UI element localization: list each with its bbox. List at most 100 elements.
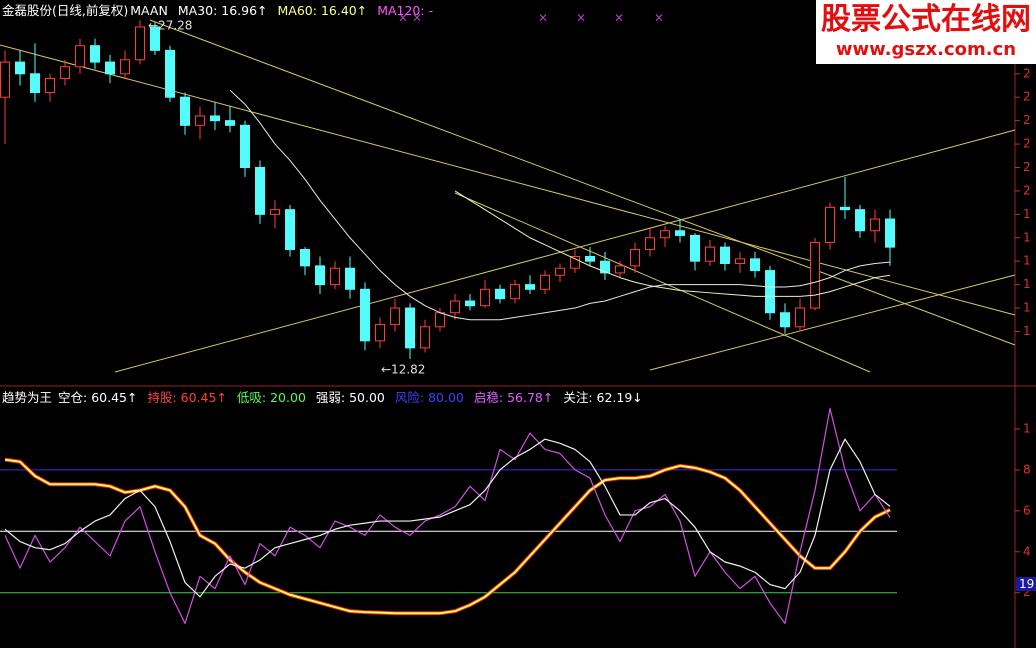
signal-mark: × [538, 11, 548, 25]
candle-body [780, 312, 790, 328]
legend-name: 强弱 [316, 390, 349, 405]
legend-name: 持股 [147, 390, 180, 405]
candle-body [600, 260, 610, 274]
legend-name: MA120 [377, 3, 428, 18]
y-tick-label: 2 [1023, 183, 1031, 197]
series-line [454, 190, 891, 297]
candle-body [240, 124, 250, 168]
candle-body [510, 284, 520, 300]
candle-body [810, 241, 820, 309]
candle-body [195, 115, 205, 126]
candle-body [435, 312, 445, 328]
candle-body [885, 218, 895, 248]
y-tick-label: 8 [1023, 462, 1031, 476]
candle-body [555, 267, 565, 276]
candle-body [525, 284, 535, 290]
y-tick-label: 6 [1023, 503, 1031, 517]
legend-value: 80.00 [428, 390, 464, 405]
trend-lines [0, 19, 1016, 373]
candle-body [630, 248, 640, 267]
annotation: ←27.28 [148, 19, 192, 33]
signal-mark: × [576, 11, 586, 25]
candle-body [390, 307, 400, 325]
candle-body [480, 288, 490, 307]
signal-mark: × [398, 11, 408, 25]
candle-body [465, 300, 475, 307]
candle-body [135, 26, 145, 61]
candle-body [255, 166, 265, 215]
legend-name: 风险 [395, 390, 428, 405]
candle-body [825, 206, 835, 243]
candle-body [645, 237, 655, 250]
candle-body [705, 246, 715, 262]
candle-body [150, 26, 160, 51]
legend-name: MA30 [178, 3, 221, 18]
price-header: 金磊股份(日线,前复权)MAAN MA3016.96↑ MA6016.40↑ M… [2, 0, 439, 19]
candle-body [330, 267, 340, 286]
y-tick-label: 2 [1023, 90, 1031, 104]
candle-body [120, 59, 130, 75]
candle-body [495, 288, 505, 300]
candle-body [165, 49, 175, 98]
trend-line [0, 44, 1016, 316]
candle-body [90, 45, 100, 63]
legend-value: 60.45↑ [180, 390, 227, 405]
y-tick-label: 2 [1023, 113, 1031, 127]
candle-body [795, 307, 805, 328]
y-tick-label: 1 [1023, 277, 1031, 291]
y-tick-label: 1 [1023, 207, 1031, 221]
candle-body [840, 206, 850, 211]
legend-name: 关注 [563, 390, 596, 405]
candle-body [60, 66, 70, 79]
legend-value: 20.00 [270, 390, 306, 405]
candle-body [45, 77, 55, 94]
trend-line [114, 129, 1016, 373]
candle-body [675, 230, 685, 236]
trend-line [454, 192, 871, 373]
annotation: ←12.82 [381, 363, 425, 377]
legend-name: 启稳 [474, 390, 507, 405]
candle-body [360, 288, 370, 342]
candle-body [345, 267, 355, 290]
candle-body [15, 61, 25, 75]
candle-body [735, 258, 745, 265]
indicator: MAAN [130, 3, 168, 18]
signal-marks: × × × × × × [398, 11, 664, 25]
legend-value: - [428, 3, 434, 18]
series-line [229, 89, 891, 321]
candle-body [870, 218, 880, 232]
series-line [4, 458, 891, 615]
trend-line [649, 274, 1016, 371]
series-line [4, 407, 891, 625]
signal-mark: × [654, 11, 664, 25]
candle-body [300, 248, 310, 267]
y-tick-label: 2 [1023, 160, 1031, 174]
candle-body [75, 45, 85, 68]
candle-body [585, 256, 595, 262]
y-tick-label: 2 [1023, 585, 1031, 599]
series-line [4, 457, 891, 616]
candle-body [450, 300, 460, 314]
indicator-title: 趋势为王 [2, 390, 53, 405]
y-tick-label: 1 [1023, 421, 1031, 435]
candle-body [210, 115, 220, 122]
watermark-url: www.gszx.com.cn [835, 39, 1017, 60]
candle-body [30, 73, 40, 94]
legend-value: 50.00 [349, 390, 385, 405]
candle-body [615, 265, 625, 274]
stock-title: 金磊股份(日线,前复权) [2, 3, 129, 18]
candle-body [225, 120, 235, 126]
legend-value: 16.40↑ [320, 3, 368, 18]
legend-name: 空仓 [58, 390, 91, 405]
candle-body [375, 323, 385, 342]
signal-mark: × [412, 11, 422, 25]
candle-body [765, 270, 775, 314]
candle-body [690, 234, 700, 262]
candle-body [750, 258, 760, 272]
candle-body [405, 307, 415, 349]
candle-body [660, 230, 670, 239]
candle-body [420, 326, 430, 349]
signal-mark: × [614, 11, 624, 25]
